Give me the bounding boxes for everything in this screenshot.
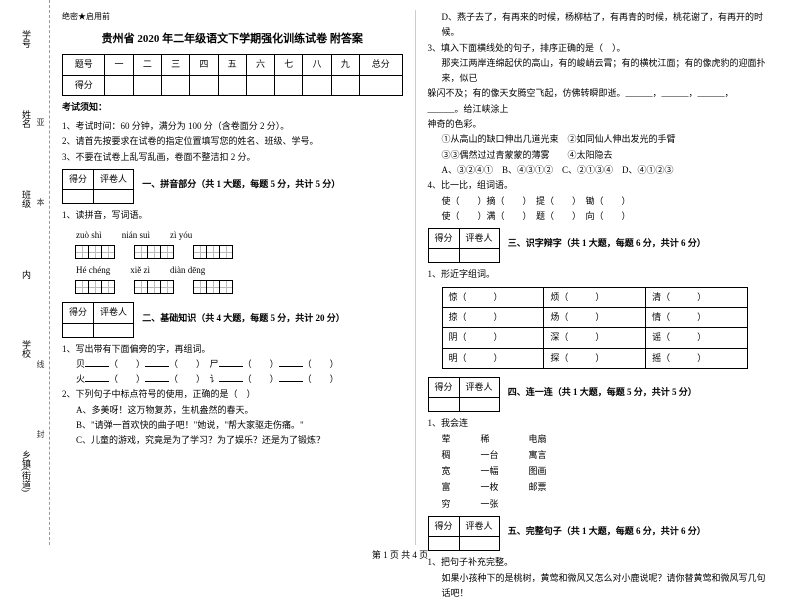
word-table: 惊（ ）烦（ ）清（ ） 掠（ ）炀（ ）情（ ） 阴（ ）深（ ）谣（ ） 明… — [442, 287, 748, 369]
score-box: 得分评卷人 — [428, 228, 500, 263]
section-title: 四、连一连（共 1 大题，每题 5 分，共计 5 分） — [508, 387, 697, 397]
sentence: 如果小孩种下的是桃树，黄莺和微风又怎么对小鹿说呢？请你替黄莺和微风写几句话吧！ — [428, 571, 769, 601]
section-title: 二、基础知识（共 4 大题，每题 5 分，共计 20 分） — [142, 313, 345, 323]
score-box: 得分评卷人 — [428, 516, 500, 551]
paragraph: 那夹江两岸连绵起伏的高山，有的峻峭云霄；有的横枕江面；有的像虎豹的迎面扑来，似已 — [428, 56, 769, 87]
word-row: 使（ ）摘（ ） 提（ ） 锄（ ） — [428, 194, 769, 209]
pinyin: xiě zì — [130, 263, 150, 278]
page-footer: 第 1 页 共 4 页 — [0, 548, 800, 561]
paragraph: 躲闪不及；有的像天女腾空飞起，仿佛转瞬即逝。______，______，____… — [428, 86, 769, 117]
margin-sub: 线 — [35, 360, 46, 368]
pinyin: diàn dēng — [170, 263, 205, 278]
notice-head: 考试须知： — [62, 100, 403, 115]
options: A、③②④① B、④③①② C、②①③④ D、④①②③ — [428, 163, 769, 178]
question: 1、我会连 — [428, 416, 769, 431]
section-title: 一、拼音部分（共 1 大题，每题 5 分，共计 5 分） — [142, 179, 340, 189]
margin-sub: 亚 — [35, 118, 46, 126]
margin-sub: 封 — [35, 430, 46, 438]
score-cell: 得分 — [63, 75, 105, 95]
option: D、燕子去了，有再来的时候，杨柳枯了，有再青的时候，桃花谢了，有再开的时候。 — [428, 10, 769, 41]
margin-label: 乡镇(街道) — [20, 450, 33, 492]
question: 2、下列句子中标点符号的使用，正确的是（ ） — [62, 387, 403, 402]
option: C、儿童的游戏，究竟是为了学习？为了娱乐？还是为了锻炼？ — [62, 433, 403, 448]
section-title: 五、完整句子（共 1 大题，每题 6 分，共计 6 分） — [508, 526, 706, 536]
paragraph: 神奇的色彩。 — [428, 117, 769, 132]
margin-sub: 本 — [35, 198, 46, 206]
score-table: 题号一二三四五六七八九总分 得分 — [62, 54, 403, 96]
margin-label: 班级 — [20, 190, 33, 208]
pinyin: zì yóu — [170, 228, 192, 243]
pinyin: nián suì — [122, 228, 150, 243]
option: B、"请弹一首欢快的曲子吧！"她说，"帮大家驱走伤痛。" — [62, 418, 403, 433]
score-box: 得分评卷人 — [62, 169, 134, 204]
question: 4、比一比，组词语。 — [428, 178, 769, 193]
question: 1、写出带有下面偏旁的字，再组词。 — [62, 342, 403, 357]
notice-item: 3、不要在试卷上乱写乱画，卷面不整洁扣 2 分。 — [62, 150, 403, 165]
margin-label: 学校 — [20, 340, 33, 358]
question: 1、读拼音，写词语。 — [62, 208, 403, 223]
option-line: ③③偶然过过青蒙蒙的薄雾 ④太阳隐去 — [428, 148, 769, 163]
pinyin: zuò shì — [76, 228, 102, 243]
match-area: 荤稠宽富穷 稀一台一幅一枚一张 电扇寓言图画邮票 — [442, 432, 769, 512]
secret-label: 绝密★启用前 — [62, 10, 403, 24]
score-box: 得分评卷人 — [428, 377, 500, 412]
margin-label: 内 — [20, 270, 33, 279]
left-column: 绝密★启用前 贵州省 2020 年二年级语文下学期强化训练试卷 附答案 题号一二… — [50, 10, 416, 545]
option-line: ①从高山的缺口伸出几道光束 ②如同仙人伸出发光的手臂 — [428, 132, 769, 147]
question: 3、填入下面横线处的句子，排序正确的是（ ）。 — [428, 41, 769, 56]
pinyin: Hé chéng — [76, 263, 110, 278]
right-column: D、燕子去了，有再来的时候，杨柳枯了，有再青的时候，桃花谢了，有再开的时候。 3… — [416, 10, 781, 545]
margin-label: 学号 — [20, 30, 33, 48]
score-box: 得分评卷人 — [62, 302, 134, 337]
option: A、多美呀！这万物复苏，生机盎然的春天。 — [62, 403, 403, 418]
paper-title: 贵州省 2020 年二年级语文下学期强化训练试卷 附答案 — [62, 30, 403, 49]
section-title: 三、识字辩字（共 1 大题，每题 6 分，共计 6 分） — [508, 238, 706, 248]
question: 1、形近字组词。 — [428, 267, 769, 282]
notice-item: 1、考试时间：60 分钟，满分为 100 分（含卷面分 2 分）。 — [62, 119, 403, 134]
margin-label: 姓名 — [20, 110, 33, 128]
notice-item: 2、请首先按要求在试卷的指定位置填写您的姓名、班级、学号。 — [62, 134, 403, 149]
word-row: 使（ ）满（ ） 题（ ） 向（ ） — [428, 209, 769, 224]
